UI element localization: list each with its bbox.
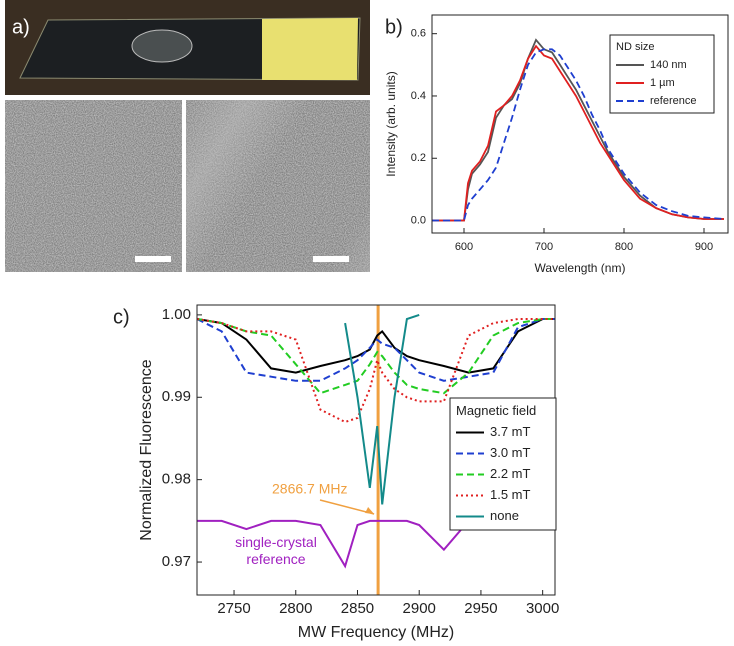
- legend-label: 140 nm: [650, 59, 687, 71]
- y-axis-label: Intensity (arb. units): [384, 71, 398, 176]
- panel-label: c): [113, 306, 130, 328]
- x-tick-label: 800: [615, 241, 633, 253]
- y-tick-label: 0.2: [411, 152, 426, 164]
- legend-title: ND size: [616, 41, 655, 53]
- x-tick-label: 2900: [403, 600, 436, 617]
- series-line: [197, 318, 555, 395]
- y-axis-label: Normalized Fluorescence: [138, 359, 155, 541]
- y-tick-label: 0.6: [411, 28, 426, 40]
- x-tick-label: 2850: [341, 600, 374, 617]
- legend-box: [449, 397, 557, 531]
- legend-label: 2.2 mT: [490, 466, 531, 481]
- y-tick-label: 0.4: [411, 90, 426, 102]
- series-line: [432, 44, 724, 222]
- x-tick-label: 700: [535, 241, 553, 253]
- x-tick-label: 600: [455, 241, 473, 253]
- x-axis-label: MW Frequency (MHz): [298, 624, 454, 641]
- panel-label: a): [12, 16, 30, 38]
- y-tick-label: 0.97: [162, 553, 191, 570]
- legend-label: 3.0 mT: [490, 445, 531, 460]
- x-tick-label: 900: [695, 241, 713, 253]
- x-tick-label: 2750: [217, 600, 250, 617]
- y-tick-label: 0.0: [411, 214, 426, 226]
- x-tick-label: 2800: [279, 600, 312, 617]
- marker-label: 2866.7 MHz: [272, 481, 347, 497]
- plot-area: [432, 38, 725, 222]
- legend-label: 3.7 mT: [490, 424, 531, 439]
- panel-label: b): [385, 16, 403, 38]
- y-tick-label: 1.00: [162, 306, 191, 323]
- series-line: [197, 318, 555, 382]
- y-tick-label: 0.99: [162, 388, 191, 405]
- y-tick-label: 0.98: [162, 471, 191, 488]
- series-line: [197, 318, 555, 374]
- legend-label: 1 µm: [650, 77, 675, 89]
- legend-title: Magnetic field: [456, 403, 536, 418]
- x-axis-label: Wavelength (nm): [535, 261, 626, 275]
- series-line: [432, 38, 724, 222]
- axes-frame: [431, 14, 729, 234]
- legend-label: none: [490, 508, 519, 523]
- x-tick-label: 2950: [464, 600, 497, 617]
- x-tick-label: 3000: [526, 600, 559, 617]
- marker-arrow: [319, 499, 375, 515]
- photo-sem-left: [5, 100, 182, 272]
- photo-slide: [5, 0, 370, 95]
- series-line: [344, 313, 420, 505]
- marker-arrow-head: [365, 507, 375, 514]
- legend-label: reference: [650, 95, 696, 107]
- reference-label: single-crystal reference: [235, 534, 317, 567]
- legend-label: 1.5 mT: [490, 487, 531, 502]
- series-line: [197, 318, 555, 424]
- photo-sem-right: [186, 100, 370, 272]
